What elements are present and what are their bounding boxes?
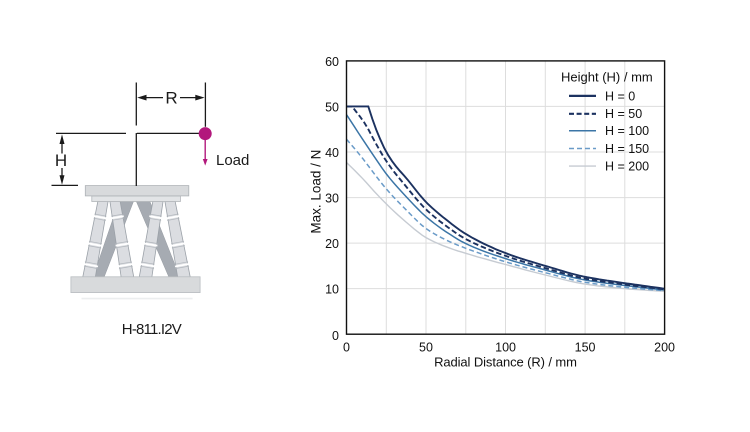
svg-text:100: 100 <box>495 340 516 354</box>
svg-text:60: 60 <box>325 55 339 69</box>
svg-text:R: R <box>165 89 177 108</box>
svg-text:150: 150 <box>575 340 596 354</box>
svg-text:10: 10 <box>325 283 339 297</box>
svg-text:50: 50 <box>325 100 339 114</box>
svg-text:30: 30 <box>325 192 339 206</box>
svg-text:0: 0 <box>343 340 350 354</box>
svg-text:H = 0: H = 0 <box>605 89 635 103</box>
svg-text:Height (H) / mm: Height (H) / mm <box>561 70 653 85</box>
svg-text:40: 40 <box>325 146 339 160</box>
svg-text:Load: Load <box>216 152 249 169</box>
svg-text:H-811.I2V: H-811.I2V <box>122 321 182 338</box>
svg-text:0: 0 <box>332 329 339 343</box>
svg-text:H: H <box>55 151 67 170</box>
svg-text:H = 50: H = 50 <box>605 107 642 121</box>
svg-text:H = 150: H = 150 <box>605 142 649 156</box>
svg-text:Max. Load / N: Max. Load / N <box>309 150 324 234</box>
svg-text:50: 50 <box>419 340 433 354</box>
svg-text:H = 200: H = 200 <box>605 160 649 174</box>
svg-text:H = 100: H = 100 <box>605 124 649 138</box>
svg-text:20: 20 <box>325 237 339 251</box>
svg-text:Radial Distance (R) / mm: Radial Distance (R) / mm <box>434 355 577 370</box>
svg-text:200: 200 <box>654 340 675 354</box>
